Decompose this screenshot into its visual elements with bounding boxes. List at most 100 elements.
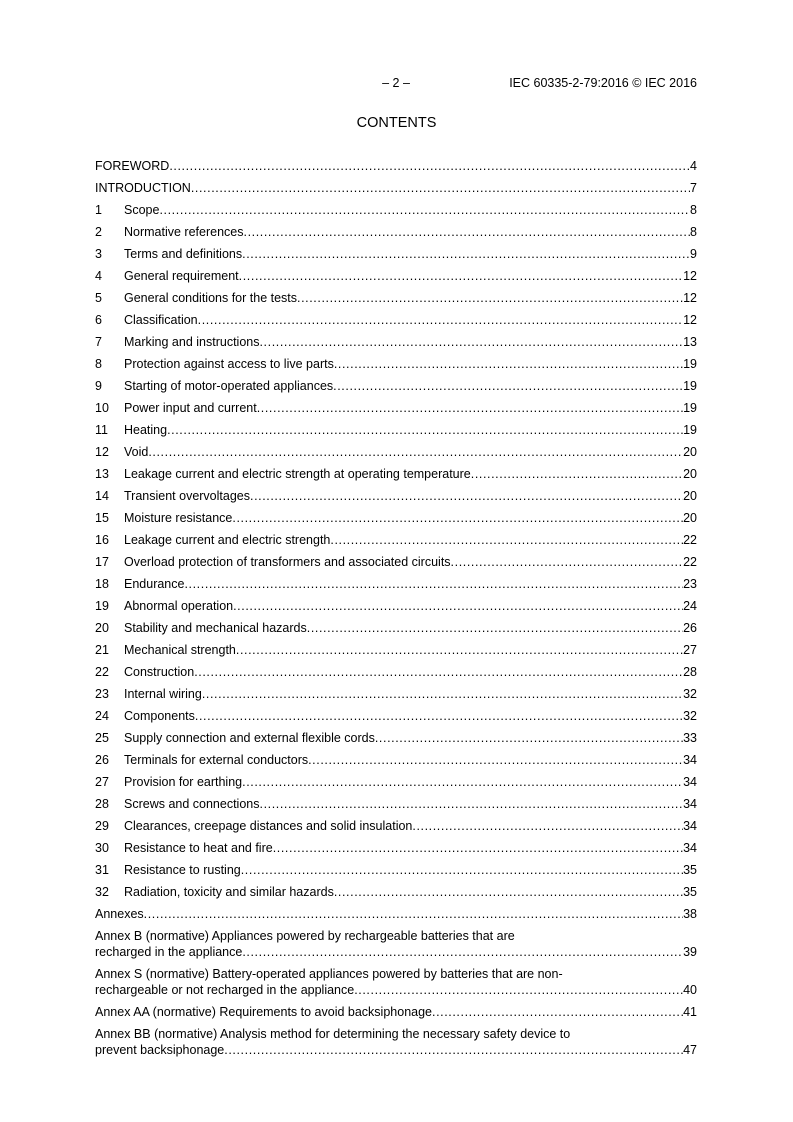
page-ref: 12 xyxy=(683,291,697,305)
page-ref: 35 xyxy=(683,863,697,877)
dot-leader xyxy=(432,1001,683,1023)
toc-entry[interactable]: 3 Terms and definitions 9 xyxy=(95,243,697,265)
toc-entry[interactable]: 20 Stability and mechanical hazards 26 xyxy=(95,617,697,639)
section-number: 13 xyxy=(95,467,109,481)
dot-leader xyxy=(242,243,690,265)
section-number: 5 xyxy=(95,291,102,305)
toc-entry[interactable]: Annexes 38 xyxy=(95,903,697,925)
toc-entry[interactable]: 16 Leakage current and electric strength 2… xyxy=(95,529,697,551)
toc-entry[interactable]: 32 Radiation, toxicity and similar hazard… xyxy=(95,881,697,903)
page-ref: 9 xyxy=(690,247,697,261)
toc-entry[interactable]: 27 Provision for earthing 34 xyxy=(95,771,697,793)
page-ref: 34 xyxy=(683,797,697,811)
dot-leader xyxy=(224,1042,683,1058)
dot-leader xyxy=(191,177,690,199)
entry-title: Transient overvoltages xyxy=(124,489,250,503)
annex-last-line: recharged in the appliance 39 xyxy=(95,944,697,960)
toc-entry[interactable]: 5 General conditions for the tests 12 xyxy=(95,287,697,309)
contents-title: CONTENTS xyxy=(356,115,437,131)
page-ref: 22 xyxy=(683,555,697,569)
toc-entry[interactable]: 30 Resistance to heat and fire 34 xyxy=(95,837,697,859)
dot-leader xyxy=(259,331,683,353)
dot-leader xyxy=(250,485,683,507)
entry-title: Scope xyxy=(124,203,160,217)
toc-entry[interactable]: 8 Protection against access to live parts… xyxy=(95,353,697,375)
toc-entry[interactable]: 11 Heating 19 xyxy=(95,419,697,441)
toc-entry[interactable]: 29 Clearances, creepage distances and sol… xyxy=(95,815,697,837)
entry-title: Supply connection and external flexible … xyxy=(124,731,375,745)
page-ref: 20 xyxy=(683,511,697,525)
toc-entry[interactable]: 7 Marking and instructions 13 xyxy=(95,331,697,353)
page-ref: 32 xyxy=(683,687,697,701)
page-ref: 40 xyxy=(683,983,697,997)
dot-leader xyxy=(242,771,683,793)
toc-entry[interactable]: 4 General requirement 12 xyxy=(95,265,697,287)
page-ref: 23 xyxy=(683,577,697,591)
section-number: 19 xyxy=(95,599,109,613)
toc-entry[interactable]: 17 Overload protection of transformers an… xyxy=(95,551,697,573)
dot-leader xyxy=(273,837,683,859)
dot-leader xyxy=(412,815,683,837)
toc-entry[interactable]: 26 Terminals for external conductors 34 xyxy=(95,749,697,771)
entry-title: Components xyxy=(124,709,195,723)
page-ref: 13 xyxy=(683,335,697,349)
annex-last-line: prevent backsiphonage 47 xyxy=(95,1042,697,1058)
toc-entry[interactable]: 14 Transient overvoltages 20 xyxy=(95,485,697,507)
page-ref: 38 xyxy=(683,907,697,921)
dot-leader xyxy=(257,397,683,419)
section-number: 24 xyxy=(95,709,109,723)
toc-annex-entry[interactable]: Annex S (normative) Battery-operated app… xyxy=(95,963,697,1001)
entry-title: Radiation, toxicity and similar hazards xyxy=(124,885,334,899)
toc-entry[interactable]: 1 Scope 8 xyxy=(95,199,697,221)
toc-entry[interactable]: 24 Components 32 xyxy=(95,705,697,727)
entry-title: Stability and mechanical hazards xyxy=(124,621,307,635)
section-number: 18 xyxy=(95,577,109,591)
toc-entry[interactable]: 15 Moisture resistance 20 xyxy=(95,507,697,529)
toc-annex-entry[interactable]: Annex AA (normative) Requirements to avo… xyxy=(95,1001,697,1023)
standard-reference: IEC 60335-2-79:2016 © IEC 2016 xyxy=(509,76,697,90)
annex-title-line: Annex BB (normative) Analysis method for… xyxy=(95,1027,571,1041)
dot-leader xyxy=(242,944,683,960)
toc-entry[interactable]: 21 Mechanical strength 27 xyxy=(95,639,697,661)
section-number: 12 xyxy=(95,445,109,459)
toc-entry[interactable]: 25 Supply connection and external flexibl… xyxy=(95,727,697,749)
page-ref: 19 xyxy=(683,357,697,371)
toc-annex-entry[interactable]: Annex B (normative) Appliances powered b… xyxy=(95,925,697,963)
entry-title: FOREWORD xyxy=(95,159,170,173)
toc-entry[interactable]: 6 Classification 12 xyxy=(95,309,697,331)
dot-leader xyxy=(334,881,683,903)
annex-title-line: rechargeable or not recharged in the app… xyxy=(95,983,355,997)
section-number: 10 xyxy=(95,401,109,415)
toc-entry[interactable]: 19 Abnormal operation 24 xyxy=(95,595,697,617)
toc-entry[interactable]: FOREWORD 4 xyxy=(95,155,697,177)
toc-entry[interactable]: 13 Leakage current and electric strength … xyxy=(95,463,697,485)
toc-entry[interactable]: 31 Resistance to rusting 35 xyxy=(95,859,697,881)
toc-entry[interactable]: 2 Normative references 8 xyxy=(95,221,697,243)
dot-leader xyxy=(260,793,684,815)
dot-leader xyxy=(167,419,683,441)
toc-entry[interactable]: INTRODUCTION 7 xyxy=(95,177,697,199)
page-ref: 27 xyxy=(683,643,697,657)
toc-entry[interactable]: 12 Void 20 xyxy=(95,441,697,463)
entry-title: Power input and current xyxy=(124,401,257,415)
dot-leader xyxy=(195,705,683,727)
page-ref: 41 xyxy=(683,1005,697,1019)
section-number: 6 xyxy=(95,313,102,327)
toc-annex-entry[interactable]: Annex BB (normative) Analysis method for… xyxy=(95,1023,697,1061)
entry-title: Mechanical strength xyxy=(124,643,236,657)
dot-leader xyxy=(194,661,683,683)
toc-entry[interactable]: 28 Screws and connections 34 xyxy=(95,793,697,815)
toc-entry[interactable]: 9 Starting of motor-operated appliances 19 xyxy=(95,375,697,397)
toc-entry[interactable]: 22 Construction 28 xyxy=(95,661,697,683)
entry-title: Void xyxy=(124,445,149,459)
toc-entry[interactable]: 18 Endurance 23 xyxy=(95,573,697,595)
section-number: 27 xyxy=(95,775,109,789)
toc-entry[interactable]: 10 Power input and current 19 xyxy=(95,397,697,419)
section-number: 26 xyxy=(95,753,109,767)
page-ref: 19 xyxy=(683,423,697,437)
page-ref: 19 xyxy=(683,379,697,393)
page-ref: 12 xyxy=(683,313,697,327)
toc-entry[interactable]: 23 Internal wiring 32 xyxy=(95,683,697,705)
entry-title: General requirement xyxy=(124,269,239,283)
entry-title: Starting of motor-operated appliances xyxy=(124,379,334,393)
